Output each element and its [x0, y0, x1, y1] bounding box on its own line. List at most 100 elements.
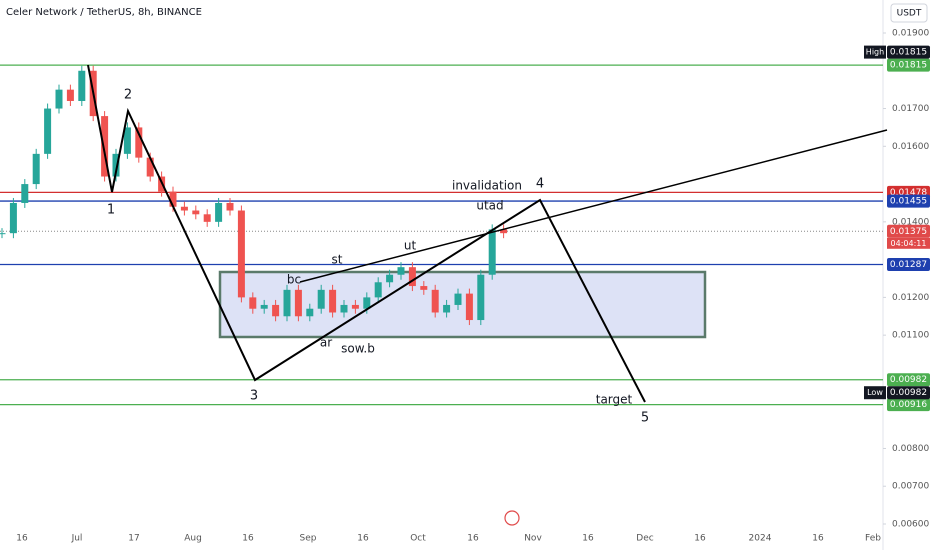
candle: [363, 297, 371, 309]
y-tick-label: 0.01100: [892, 331, 929, 341]
y-tick-label: 0.01400: [892, 217, 929, 227]
chart-title: Celer Network / TetherUS, 8h, BINANCE: [6, 7, 202, 18]
level-tag: 0.00982: [890, 375, 927, 385]
candle: [374, 282, 382, 298]
candle: [465, 293, 473, 321]
annotation: 3: [250, 389, 258, 404]
candle: [66, 89, 74, 101]
candle: [294, 289, 302, 317]
level-tag-bg: [887, 224, 930, 238]
candle: [317, 289, 325, 309]
candle: [101, 116, 109, 177]
candle: [351, 304, 359, 309]
extreme-name: High: [866, 48, 884, 57]
candle: [249, 297, 257, 309]
x-tick-label: 16: [582, 534, 594, 544]
extreme-name-bg: [864, 386, 886, 400]
y-tick-label: 0.00700: [892, 482, 929, 492]
extreme-name-bg: [864, 45, 886, 59]
annotation: 2: [124, 88, 132, 103]
candle: [408, 267, 416, 287]
annotation: ut: [404, 239, 417, 253]
countdown-bg: [887, 237, 930, 249]
annotation: ar: [320, 336, 332, 350]
x-tick-label: Nov: [524, 534, 542, 544]
candle: [454, 293, 462, 305]
y-tick-label: 0.01900: [892, 29, 929, 39]
level-tag: 0.00916: [890, 400, 927, 410]
countdown: 04:04:11: [891, 239, 927, 248]
x-tick-label: Jul: [71, 534, 83, 544]
candle: [192, 210, 200, 215]
x-tick-label: 16: [467, 534, 479, 544]
currency[interactable]: USDT: [897, 9, 922, 19]
level-tag-bg: [887, 258, 930, 272]
currency-box[interactable]: [890, 3, 928, 23]
candle: [500, 229, 508, 234]
x-tick-label: 16: [16, 534, 28, 544]
candle: [283, 289, 291, 317]
wave-line: [87, 64, 646, 403]
candle: [431, 289, 439, 313]
candle: [146, 157, 154, 177]
x-tick-label: 16: [242, 534, 254, 544]
annotation: target: [596, 393, 633, 407]
y-tick-label: 0.01600: [892, 142, 929, 152]
y-tick-label: 0.01700: [892, 104, 929, 114]
candle: [488, 229, 496, 275]
candle: [21, 184, 29, 203]
drawings: [87, 64, 888, 403]
candle: [477, 274, 485, 321]
y-tick-label: 0.01200: [892, 293, 929, 303]
extreme-name: Low: [867, 388, 883, 397]
candle: [397, 267, 405, 275]
candle: [44, 108, 52, 154]
candle: [340, 304, 348, 313]
candle: [329, 289, 337, 313]
candle: [78, 70, 86, 101]
x-tick-label: Feb: [865, 534, 881, 544]
candle: [420, 286, 428, 290]
candle: [0, 233, 6, 235]
candle: [135, 127, 143, 158]
annotation: st: [332, 253, 343, 267]
extreme-tag-bg: [887, 45, 930, 59]
annotation: bc: [287, 273, 301, 287]
candle: [180, 206, 188, 211]
x-tick-label: 2024: [749, 534, 772, 544]
candle: [237, 210, 245, 298]
candle: [226, 202, 234, 211]
extreme-tag: 0.00982: [890, 388, 927, 398]
candle: [123, 127, 131, 154]
x-tick-label: 16: [812, 534, 824, 544]
candle: [55, 89, 63, 109]
level-tag: 0.01478: [890, 188, 927, 198]
annotation: sow.b: [341, 342, 375, 356]
x-tick-label: Sep: [300, 534, 317, 544]
candle: [272, 304, 280, 317]
extreme-tag-bg: [887, 386, 930, 400]
candle: [386, 274, 394, 283]
x-tick-label: Aug: [184, 534, 202, 544]
x-tick-label: Oct: [410, 534, 426, 544]
x-tick-label: 16: [694, 534, 706, 544]
candle: [32, 153, 40, 185]
level-tag-bg: [887, 373, 930, 387]
extreme-tag: 0.01815: [890, 48, 927, 58]
logo: [504, 510, 520, 526]
candle: [260, 304, 268, 309]
y-tick-label: 0.00800: [892, 444, 929, 454]
x-tick-label: 16: [357, 534, 369, 544]
candle: [203, 214, 211, 222]
annotation: 1: [107, 203, 115, 218]
annotation: invalidation: [452, 179, 522, 193]
level-tag: 0.01455: [890, 197, 927, 207]
x-tick-label: 17: [128, 534, 139, 544]
candle: [443, 304, 451, 313]
candle: [215, 202, 223, 222]
x-tick-label: Dec: [636, 534, 653, 544]
level-tag: 0.01815: [890, 61, 927, 71]
trend-line: [299, 129, 888, 283]
